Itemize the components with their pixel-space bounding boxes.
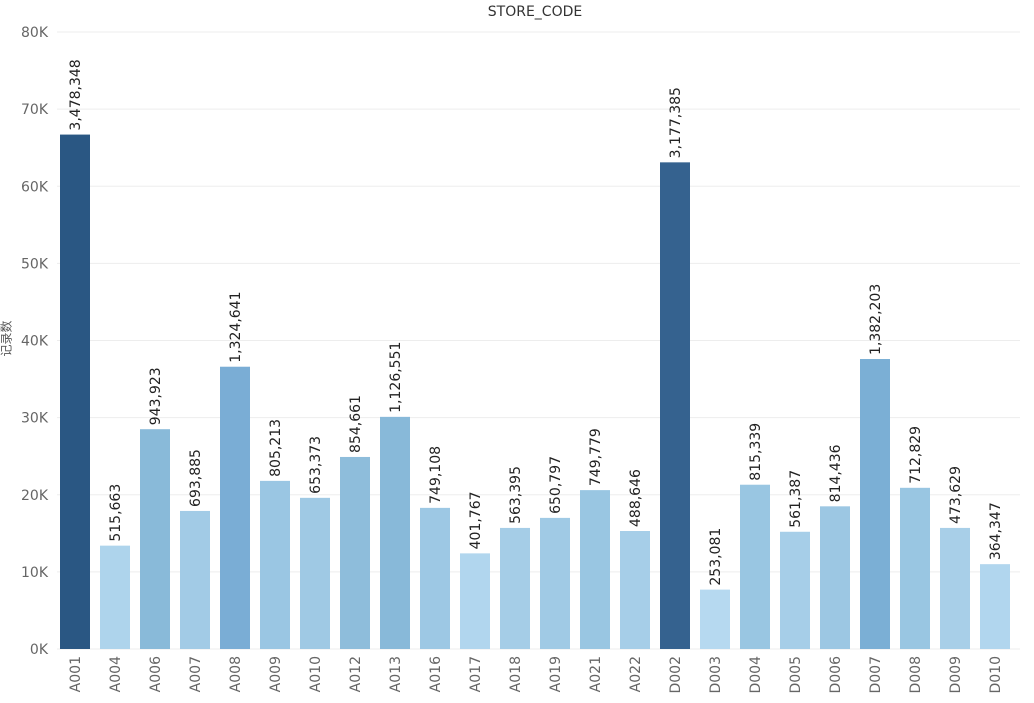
data-label: 563,395	[508, 466, 524, 524]
bar	[580, 490, 610, 649]
bar	[100, 545, 130, 649]
x-tick-label: D007	[868, 656, 884, 694]
x-tick-label: D009	[948, 656, 964, 694]
bar	[60, 134, 90, 650]
x-tick-label: A016	[428, 656, 444, 692]
data-label: 805,213	[268, 419, 284, 477]
y-tick-label: 30K	[21, 411, 49, 427]
data-label: 253,081	[708, 528, 724, 586]
x-tick-label: A019	[548, 656, 564, 692]
data-label: 653,373	[308, 436, 324, 494]
data-label: 693,885	[188, 449, 204, 507]
x-tick-label: D005	[788, 656, 804, 694]
data-label: 1,382,203	[868, 284, 884, 355]
bar	[380, 416, 410, 649]
y-tick-label: 60K	[21, 179, 49, 195]
x-tick-label: A004	[108, 656, 124, 692]
data-label: 815,339	[748, 423, 764, 481]
bar	[460, 553, 490, 649]
bar	[540, 517, 570, 649]
bar	[700, 589, 730, 649]
bar	[180, 510, 210, 649]
bar	[780, 531, 810, 649]
data-label: 712,829	[908, 426, 924, 484]
data-label: 3,177,385	[668, 87, 684, 158]
data-label: 401,767	[468, 491, 484, 549]
bars	[60, 134, 1010, 650]
x-tick-label: A010	[308, 656, 324, 692]
data-label: 488,646	[628, 469, 644, 527]
bar	[740, 484, 770, 649]
bar	[220, 366, 250, 649]
x-tick-label: D008	[908, 656, 924, 694]
bar	[420, 507, 450, 649]
x-tick-label: A009	[268, 656, 284, 692]
data-label: 814,436	[828, 444, 844, 502]
data-label: 1,126,551	[388, 342, 404, 413]
bar	[620, 530, 650, 649]
bar	[820, 506, 850, 649]
bar	[300, 497, 330, 649]
bar	[940, 527, 970, 649]
x-tick-label: D006	[828, 656, 844, 694]
bar	[140, 429, 170, 649]
y-tick-label: 80K	[21, 25, 49, 41]
bar	[900, 487, 930, 649]
bar	[500, 527, 530, 649]
data-label: 943,923	[148, 367, 164, 425]
y-tick-label: 50K	[21, 256, 49, 272]
data-label: 561,387	[788, 470, 804, 528]
y-axis-ticks: 0K 10K 20K 30K 40K 50K 60K 70K 80K	[21, 25, 49, 658]
gridlines	[57, 31, 1020, 650]
x-tick-label: A006	[148, 656, 164, 692]
bar	[660, 162, 690, 649]
data-labels: 3,478,348 515,663 943,923 693,885 1,324,641 8…	[68, 59, 1004, 585]
y-tick-label: 40K	[21, 334, 49, 350]
x-tick-label: A007	[188, 656, 204, 692]
x-tick-label: A001	[68, 656, 84, 692]
data-label: 854,661	[348, 395, 364, 453]
x-tick-label: A008	[228, 656, 244, 692]
data-label: 473,629	[948, 466, 964, 524]
x-tick-label: A017	[468, 656, 484, 692]
bar	[260, 480, 290, 649]
x-tick-label: D010	[988, 656, 1004, 694]
y-tick-label: 0K	[30, 642, 49, 658]
x-tick-label: A018	[508, 656, 524, 692]
data-label: 749,108	[428, 446, 444, 504]
data-label: 364,347	[988, 502, 1004, 560]
x-tick-label: D002	[668, 656, 684, 694]
x-tick-label: D003	[708, 656, 724, 694]
y-tick-label: 10K	[21, 565, 49, 581]
x-tick-label: A012	[348, 656, 364, 692]
x-tick-label: D004	[748, 656, 764, 694]
x-axis-ticks: A001 A004 A006 A007 A008 A009 A010 A012 A013 A016…	[68, 656, 1004, 694]
x-tick-label: A022	[628, 656, 644, 692]
data-label: 749,779	[588, 428, 604, 486]
y-tick-label: 20K	[21, 488, 49, 504]
data-label: 515,663	[108, 484, 124, 542]
bar	[980, 564, 1010, 649]
bar	[340, 456, 370, 649]
data-label: 1,324,641	[228, 291, 244, 362]
chart-title: STORE_CODE	[487, 4, 583, 20]
data-label: 3,478,348	[68, 59, 84, 130]
y-tick-label: 70K	[21, 102, 49, 118]
bar	[860, 359, 890, 649]
x-tick-label: A021	[588, 656, 604, 692]
data-label: 650,797	[548, 456, 564, 514]
x-tick-label: A013	[388, 656, 404, 692]
